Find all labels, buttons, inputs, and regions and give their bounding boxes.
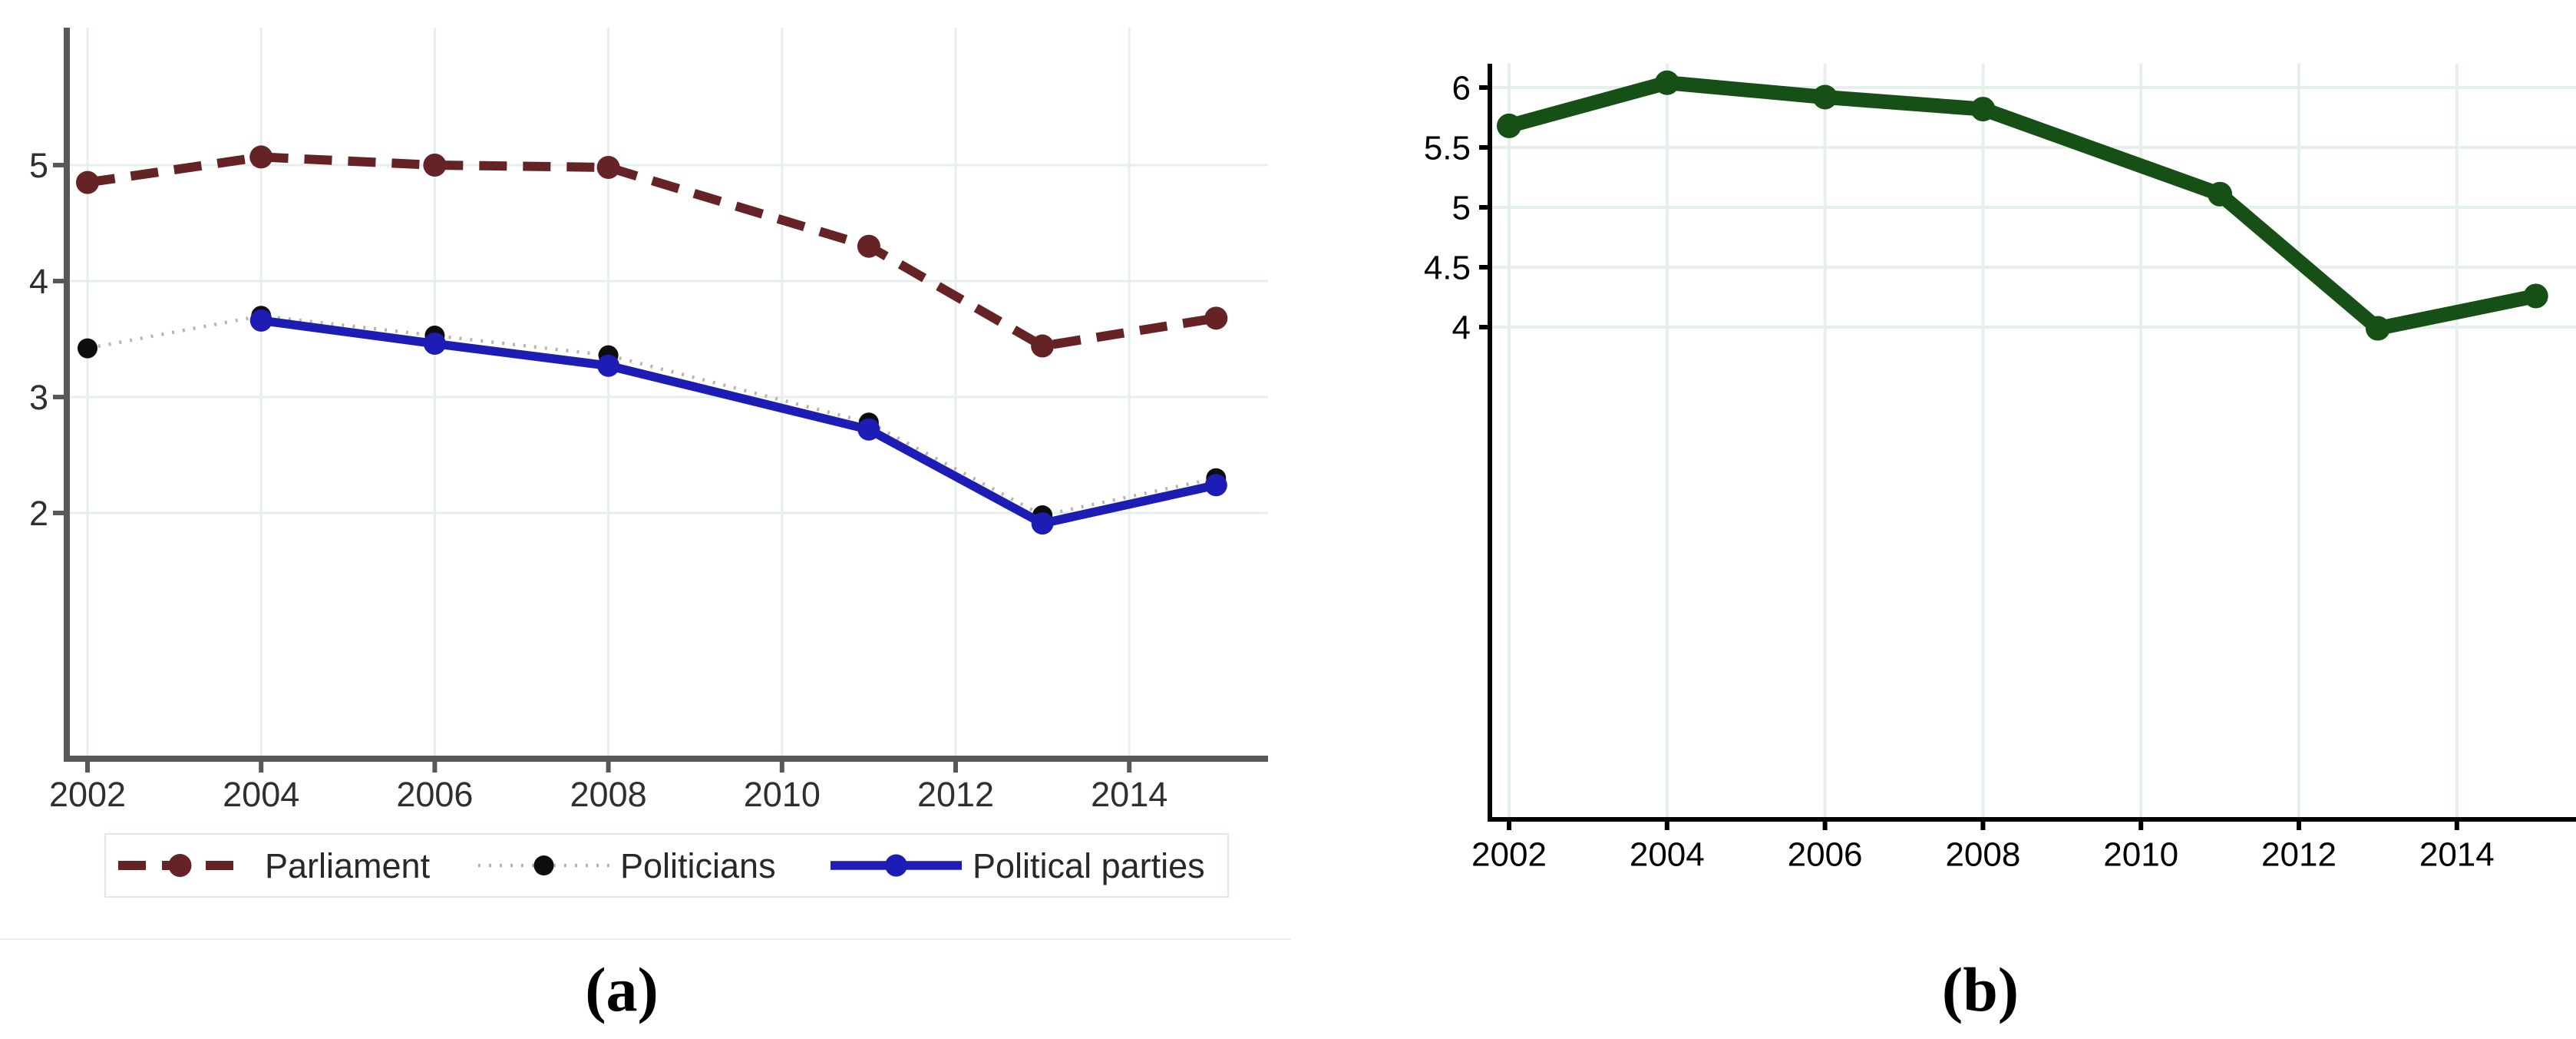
- x-tick-label: 2014: [1091, 775, 1167, 814]
- y-tick-label: 3: [29, 378, 48, 417]
- x-tick-label: 2012: [2261, 836, 2337, 873]
- chart-a-axis-layer: 2002 2004 2006 2008 2010 2012 2014 2 3 4 5: [29, 28, 1268, 814]
- data-point-marker: [857, 418, 880, 441]
- x-tick-label: 2012: [917, 775, 994, 814]
- chart-a-grid-layer: [67, 28, 1268, 759]
- data-point-marker: [597, 354, 620, 377]
- data-point-marker: [1812, 84, 1838, 110]
- y-tick-label: 5: [29, 146, 48, 185]
- data-point-marker: [2365, 316, 2390, 341]
- data-point-marker: [1031, 334, 1055, 358]
- data-point-marker: [423, 154, 447, 177]
- data-point-marker: [249, 309, 272, 332]
- data-point-marker: [1204, 306, 1228, 330]
- y-tick-label: 4: [29, 262, 48, 301]
- panel-divider-line: [0, 938, 1291, 940]
- x-tick-label: 2008: [1945, 836, 2020, 873]
- y-tick-label: 2: [29, 494, 48, 533]
- chart-a-plot: 2002 2004 2006 2008 2010 2012 2014 2 3 4 5 Parliam…: [29, 28, 1268, 898]
- legend-label: Politicians: [620, 846, 776, 885]
- x-tick-label: 2004: [1630, 836, 1705, 873]
- data-point-marker: [1654, 70, 1679, 95]
- series-line-b: [1507, 75, 2538, 336]
- caption-b: (b): [1941, 955, 2020, 1024]
- data-point-marker: [596, 156, 620, 180]
- series-line-political-parties: [260, 316, 1217, 528]
- y-tick-label: 6: [1452, 69, 1471, 107]
- y-tick-label: 5: [1452, 189, 1471, 227]
- legend-label: Political parties: [973, 846, 1205, 885]
- x-tick-label: 2002: [1471, 836, 1547, 873]
- x-tick-label: 2002: [49, 775, 126, 814]
- y-tick-label: 4.5: [1424, 249, 1471, 286]
- x-tick-label: 2010: [2103, 836, 2178, 873]
- y-tick-label: 5.5: [1424, 129, 1471, 167]
- data-point-marker: [1497, 113, 1521, 138]
- legend-sample-marker: [533, 855, 554, 875]
- chart-b-series-layer: [1497, 70, 2548, 341]
- x-tick-label: 2004: [223, 775, 299, 814]
- data-point-marker: [857, 234, 880, 258]
- legend-sample-marker: [168, 854, 192, 877]
- chart-a-series-layer: [76, 145, 1228, 535]
- data-point-marker: [78, 338, 97, 359]
- legend-label: Parliament: [265, 846, 431, 885]
- caption-a: (a): [585, 955, 659, 1024]
- chart-b-axis-layer: 2002 2004 2006 2008 2010 2012 2014 4 4.5 5 5.5 6: [1424, 64, 2576, 873]
- chart-b-plot: 2002 2004 2006 2008 2010 2012 2014 4 4.5 5 5.5 6: [1424, 64, 2576, 873]
- x-tick-label: 2006: [1788, 836, 1863, 873]
- data-point-marker: [2523, 283, 2548, 309]
- legend-sample-marker: [885, 854, 907, 877]
- chart-a-legend: Parliament Politicians Political parties: [104, 833, 1229, 898]
- data-point-marker: [423, 333, 446, 356]
- chart-b-grid-layer: [1490, 64, 2576, 819]
- x-tick-label: 2014: [2419, 836, 2495, 873]
- x-tick-label: 2006: [396, 775, 473, 814]
- y-tick-label: 4: [1452, 309, 1471, 346]
- legend-box: [104, 833, 1229, 898]
- data-point-marker: [1204, 474, 1227, 497]
- data-point-marker: [1031, 512, 1054, 535]
- x-tick-label: 2010: [744, 775, 821, 814]
- x-tick-label: 2008: [570, 775, 647, 814]
- data-point-marker: [2208, 181, 2233, 207]
- data-point-marker: [76, 170, 99, 194]
- data-point-marker: [249, 145, 273, 169]
- data-point-marker: [1970, 97, 1996, 122]
